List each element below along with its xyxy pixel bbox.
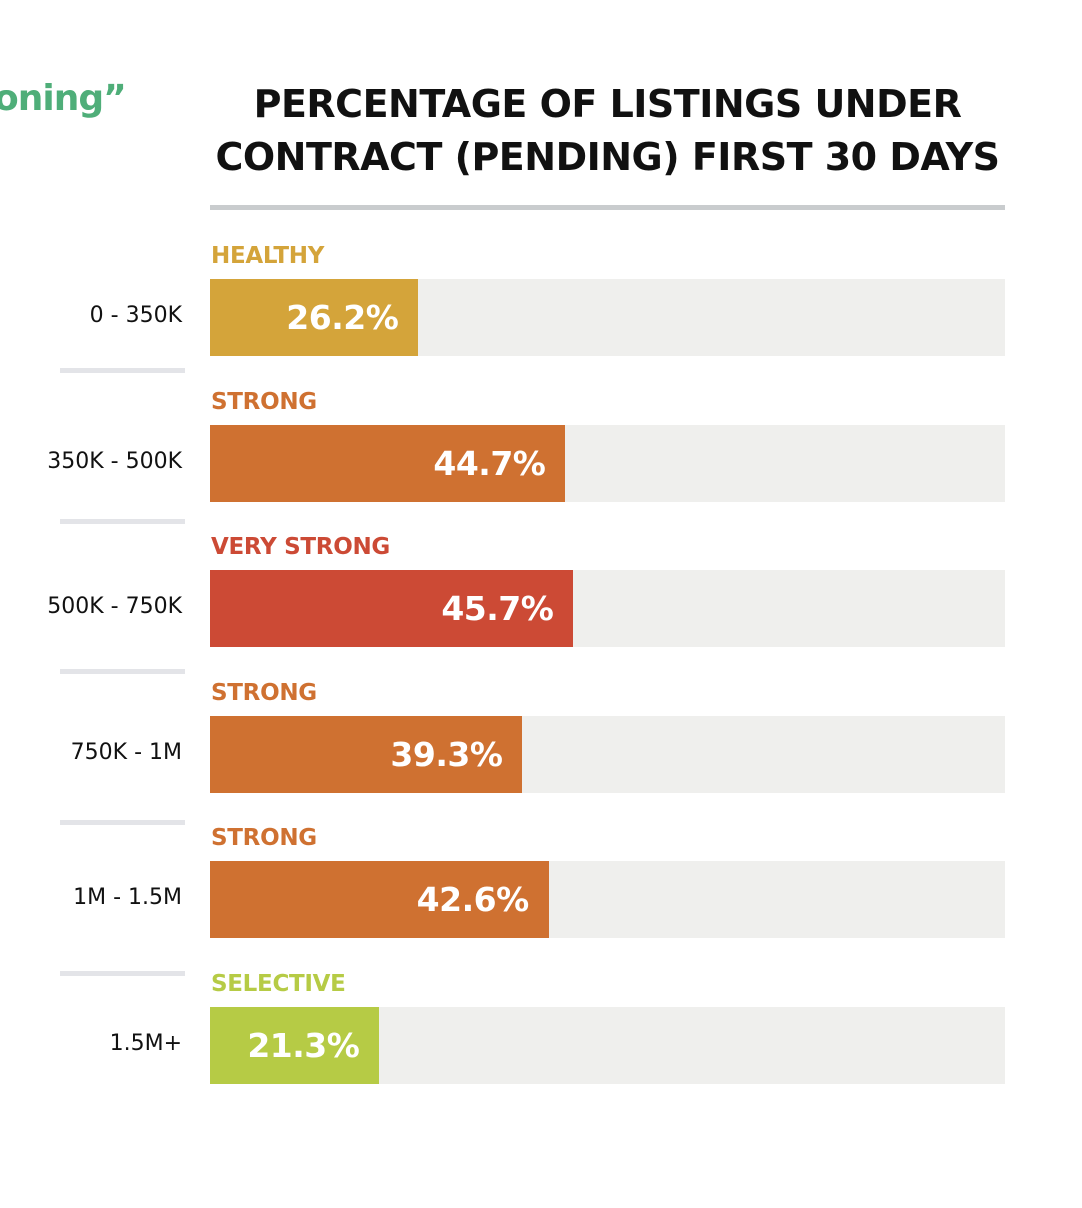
title-divider [210,205,1005,210]
chart-title-line-2: CONTRACT (PENDING) FIRST 30 DAYS [215,135,1000,179]
category-label: 750K - 1M [70,739,182,765]
bar-track: 39.3% [210,715,1005,793]
status-label: SELECTIVE [211,971,346,997]
chart-title: PERCENTAGE OF LISTINGS UNDER CONTRACT (P… [210,78,1005,184]
status-label: STRONG [211,825,317,852]
row-separator [60,970,185,976]
value-label: 39.3% [390,734,503,774]
bar: 44.7% [210,424,566,502]
status-label: HEALTHY [211,243,325,269]
bar-track: 45.7% [210,570,1005,648]
category-label: 350K - 500K [47,448,182,474]
chart-title-line-1: PERCENTAGE OF LISTINGS UNDER [253,82,962,126]
row-separator [60,820,185,826]
value-label: 44.7% [433,443,546,483]
bar: 42.6% [210,861,549,939]
category-label: 0 - 350K [89,303,182,328]
value-label: 42.6% [416,880,530,920]
value-label: 26.2% [286,298,399,337]
category-label: 1M - 1.5M [73,885,182,911]
status-label: STRONG [211,388,317,415]
bar-track: 42.6% [210,861,1005,939]
status-label: VERY STRONG [211,534,390,561]
status-label: STRONG [211,679,317,706]
row-separator [60,518,185,524]
row-separator [60,368,185,373]
bar: 26.2% [210,279,419,356]
bar-track: 44.7% [210,424,1005,502]
row-separator [60,669,185,675]
bar-track: 21.3% [210,1007,1005,1084]
bar: 21.3% [210,1007,380,1084]
bar-track: 26.2% [210,279,1005,356]
value-label: 45.7% [441,589,554,629]
value-label: 21.3% [247,1026,360,1065]
bar: 45.7% [210,570,574,648]
category-label: 500K - 750K [47,594,182,620]
cropped-heading-fragment: oning” [0,78,127,119]
category-label: 1.5M+ [109,1031,182,1056]
bar: 39.3% [210,715,523,793]
